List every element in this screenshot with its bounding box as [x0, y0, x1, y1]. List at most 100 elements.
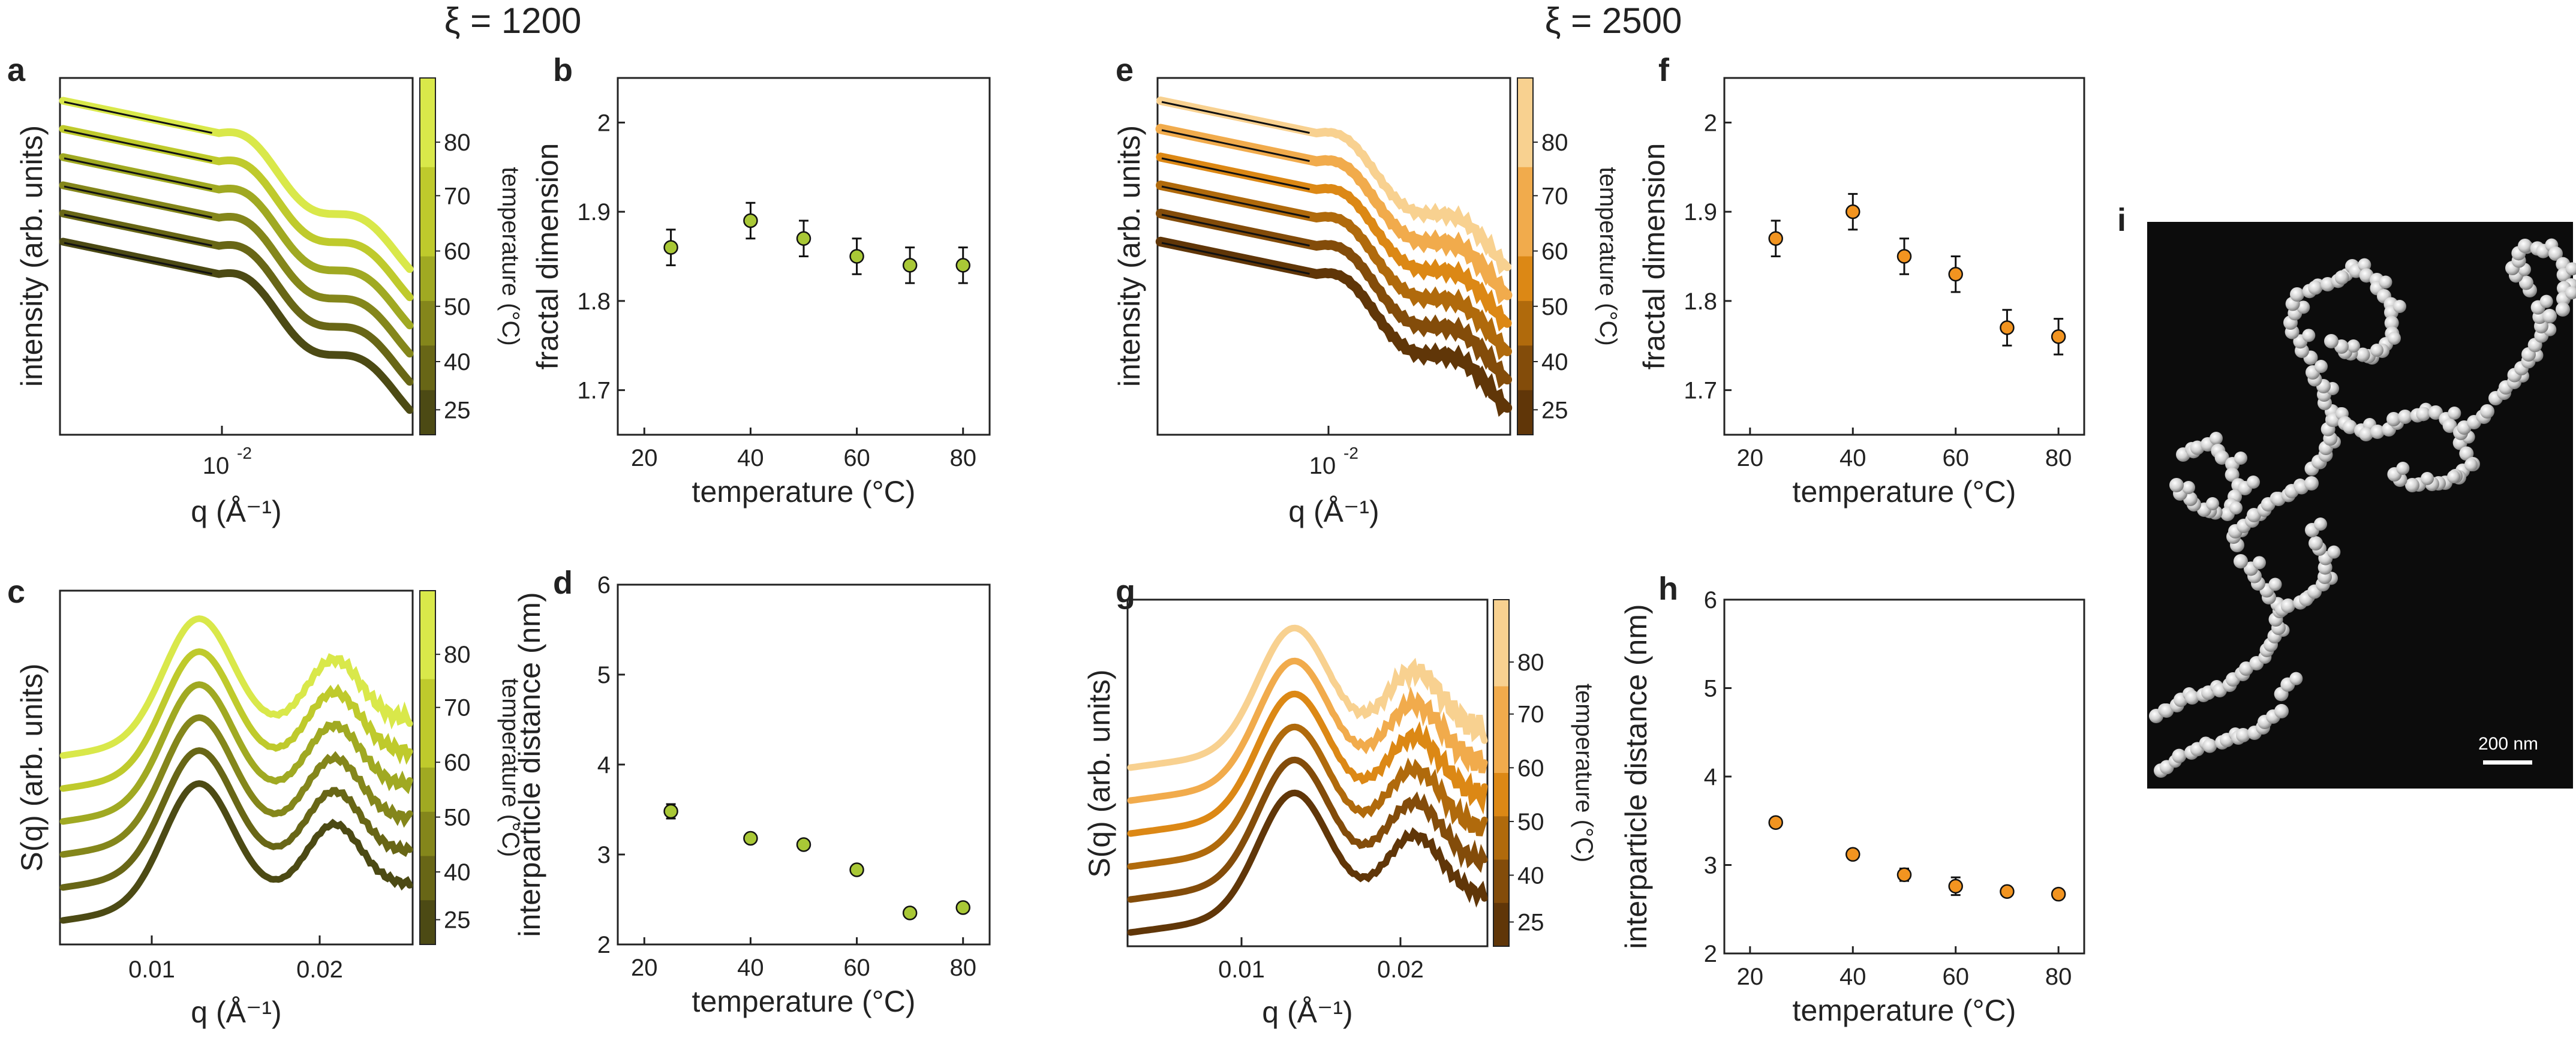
sem-bead — [2247, 476, 2260, 489]
curves-a-fit-70C — [64, 130, 212, 161]
sem-bead — [2396, 462, 2409, 475]
sem-bead — [2172, 749, 2186, 763]
sc-f-ylabel: fractal dimension — [1637, 143, 1671, 370]
cb-g-band-4 — [1493, 773, 1509, 817]
sc-h-point-3 — [1949, 880, 1962, 893]
curves-a-fit-25C — [64, 243, 212, 274]
panel-d: 20 40 60 8023456temperature (°C)interpartic… — [513, 572, 990, 1018]
panel-a-xlabel: q (Å⁻¹) — [191, 495, 281, 528]
sc-h-point-0 — [1769, 816, 1783, 829]
panel-label-f: f — [1658, 52, 1670, 88]
panel-label-i: i — [2117, 202, 2126, 238]
sem-bead — [2304, 476, 2319, 491]
cb-e-band-2 — [1517, 167, 1533, 212]
sc-h-point-1 — [1846, 848, 1859, 861]
cb-a-ticklabel-4: 70 — [444, 183, 471, 209]
cb-g-ticklabel-0: 25 — [1517, 910, 1544, 936]
sc-b-xtick-2: 60 — [843, 445, 870, 471]
sc-d-xtick-0: 20 — [631, 955, 658, 981]
cb-g-band-1 — [1493, 643, 1509, 687]
cb-g-ticklabel-4: 70 — [1517, 702, 1544, 728]
sem-scale-label: 200 nm — [2478, 734, 2538, 754]
sem-bead — [2314, 518, 2327, 531]
cb-a-band-5 — [420, 301, 435, 346]
panel-label-e: e — [1116, 52, 1134, 88]
cb-e-ticklabel-0: 25 — [1541, 397, 1568, 423]
sem-bead — [2421, 472, 2434, 485]
sc-f-xtick-0: 20 — [1737, 445, 1764, 471]
header-xi-2500: ξ = 2500 — [1545, 1, 1682, 41]
sc-b-point-5 — [957, 258, 970, 272]
sc-d-point-5 — [957, 901, 970, 914]
sc-f-xtick-3: 80 — [2045, 445, 2072, 471]
sem-bead — [2289, 672, 2303, 685]
sem-bead — [2335, 270, 2349, 285]
sc-h-xtick-1: 40 — [1839, 964, 1866, 990]
sem-bead — [2182, 481, 2195, 494]
cb-a-ticklabel-2: 50 — [444, 294, 471, 320]
cb-a-band-2 — [420, 167, 435, 212]
cb-g-ticklabel-5: 80 — [1517, 649, 1544, 676]
panel-h: 20 40 60 80 2 3 4 5 6 temperature (°C) interpartic… — [1619, 587, 2084, 1027]
cb-a-ticklabel-0: 25 — [444, 397, 471, 423]
cb-c-ticklabel-2: 50 — [444, 805, 471, 831]
sem-bead — [2234, 452, 2247, 465]
sc-d-xlabel: temperature (°C) — [692, 985, 916, 1018]
panel-label-b: b — [553, 52, 573, 88]
sem-bead — [2542, 309, 2557, 323]
panel-a-curves — [63, 101, 410, 410]
sc-f-xtick-1: 40 — [1839, 445, 1866, 471]
panel-a-ylabel: intensity (arb. units) — [15, 125, 49, 387]
sc-h-ytick-3: 5 — [1704, 676, 1717, 702]
cb-e-band-0 — [1517, 78, 1533, 123]
cb-a-band-6 — [420, 345, 435, 390]
panel-a-xtick-exp: -2 — [237, 444, 252, 462]
sem-bead — [2416, 407, 2430, 421]
cb-a-band-4 — [420, 257, 435, 302]
curves-e-fit-80C — [1162, 102, 1310, 133]
sc-d-ytick-4: 6 — [597, 572, 611, 598]
cb-c-ticklabel-3: 60 — [444, 750, 471, 776]
sc-b-ytick-0: 1.7 — [577, 378, 611, 404]
panel-label-h: h — [1658, 571, 1678, 607]
sem-bead — [2302, 329, 2315, 342]
panel-g-xtick-0: 0.01 — [1218, 956, 1265, 983]
curves-a-fit-80C — [64, 102, 212, 133]
panel-a-xtick-base: 10 — [203, 453, 230, 479]
sc-d-ytick-2: 4 — [597, 752, 611, 778]
sc-b-ytick-2: 1.9 — [577, 199, 611, 225]
panel-e-xtick-base: 10 — [1309, 453, 1336, 479]
sc-h-point-5 — [2052, 887, 2065, 901]
sc-b-point-2 — [797, 232, 810, 245]
cb-e-band-7 — [1517, 390, 1533, 435]
cb-g-band-0 — [1493, 600, 1509, 643]
sem-bead — [2290, 287, 2304, 302]
panel-c: 0.01 0.02 q (Å⁻¹) S(q) (arb. units) — [15, 591, 413, 1029]
colorbar-a: 25 40 50 60 70 80 temperature (°C) — [420, 78, 524, 435]
panel-c-curves — [63, 619, 410, 920]
sem-bead — [2370, 344, 2383, 357]
sc-b-ytick-3: 2 — [597, 110, 611, 136]
sem-bead — [2202, 739, 2217, 753]
colorbar-c: 254050607080temperature (°C) — [420, 591, 524, 945]
cb-e-label: temperature (°C) — [1595, 167, 1621, 345]
sem-bead — [2518, 239, 2532, 253]
sem-bead — [2388, 332, 2401, 345]
sem-bead — [2309, 536, 2323, 550]
sem-bead — [2274, 704, 2289, 718]
colorbar-e: 25 40 50 60 70 80 temperature (°C) — [1517, 78, 1621, 435]
sem-bead — [2327, 546, 2340, 559]
sc-h-ylabel: interparticle distance (nm) — [1619, 604, 1653, 949]
curves-a-fit-50C — [64, 186, 212, 218]
sem-bead — [2393, 300, 2406, 313]
cb-e-band-4 — [1517, 257, 1533, 302]
cb-a-band-1 — [420, 122, 435, 167]
sc-d-point-3 — [850, 864, 864, 877]
panel-e-curves — [1161, 101, 1507, 408]
curves-e-fit-50C — [1162, 186, 1310, 218]
sem-scale-bar — [2483, 760, 2532, 765]
cb-g-ticklabel-2: 50 — [1517, 809, 1544, 835]
panel-c-ylabel: S(q) (arb. units) — [15, 663, 49, 871]
sc-f-point-4 — [2000, 321, 2013, 335]
sc-f-point-2 — [1898, 250, 1911, 263]
